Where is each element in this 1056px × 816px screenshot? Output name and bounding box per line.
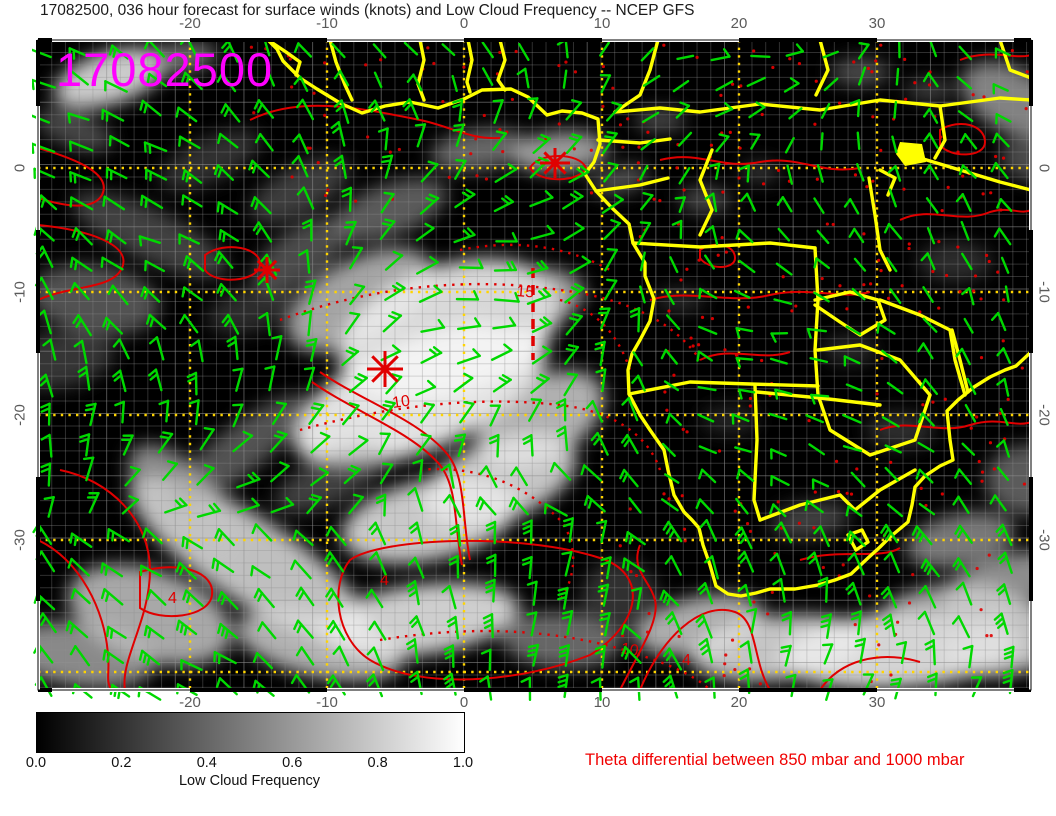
country-border	[465, 40, 474, 94]
contour-label: 10	[391, 393, 411, 412]
lon-tick-label-top: -10	[316, 15, 338, 32]
contour-label: 4	[380, 572, 389, 589]
colorbar-tick-label: 1.0	[452, 755, 474, 771]
lat-tick-label-left: -20	[11, 404, 29, 426]
lake-victoria	[896, 142, 926, 166]
lon-tick-label-top: -20	[179, 15, 201, 32]
country-border	[613, 96, 1031, 114]
africa-coastline	[266, 40, 1031, 598]
lon-tick-label-top: 20	[730, 15, 748, 32]
colorbar-tick-label: 0.6	[282, 755, 303, 771]
country-border	[758, 468, 917, 522]
theta-contour-layer	[38, 53, 1031, 690]
country-border	[631, 241, 817, 250]
contour-label: 4	[682, 652, 691, 669]
country-border	[950, 328, 970, 394]
theta-differential-caption: Theta differential between 850 mbar and …	[585, 751, 965, 769]
country-border	[816, 343, 932, 457]
colorbar-label: Low Cloud Frequency	[178, 773, 321, 789]
lon-tick-label-bottom: 10	[593, 694, 611, 711]
colorbar-tick-label: 0.2	[111, 755, 132, 771]
country-border	[867, 176, 892, 272]
country-border	[813, 246, 820, 397]
lon-tick-label-top: 0	[459, 15, 469, 32]
star-marker	[254, 257, 280, 283]
country-border	[918, 156, 1031, 192]
lon-tick-label-bottom: -10	[316, 694, 338, 711]
country-border	[613, 40, 660, 114]
map-frame	[36, 38, 1033, 692]
colorbar-gradient	[36, 712, 465, 753]
coastline-borders-layer	[266, 40, 1031, 598]
country-border	[266, 40, 302, 77]
lon-tick-label-bottom: 20	[730, 694, 748, 711]
lat-tick-label-right: -20	[1035, 404, 1053, 426]
country-border	[814, 40, 830, 97]
plot-title: 17082500, 036 hour forecast for surface …	[40, 2, 695, 19]
country-border	[933, 104, 947, 160]
country-border	[998, 40, 1031, 80]
lat-tick-label-right: 0	[1035, 163, 1053, 173]
star-markers	[254, 148, 570, 387]
wind-barbs-layer	[32, 40, 1015, 702]
lon-tick-label-bottom: 0	[459, 694, 469, 711]
contour-stipple-dots	[249, 43, 1029, 686]
country-border	[627, 380, 820, 396]
lat-tick-label-left: -10	[11, 281, 29, 303]
star-marker	[540, 148, 570, 178]
colorbar-tick-label: 0.8	[367, 755, 388, 771]
lat-tick-label-left: 0	[11, 163, 29, 173]
contour-label: 4	[168, 590, 177, 607]
lat-tick-label-right: -10	[1035, 281, 1053, 303]
star-marker	[367, 351, 403, 387]
country-border	[698, 148, 714, 237]
lon-tick-label-top: 10	[593, 15, 611, 32]
contour-label: 15	[516, 283, 535, 301]
country-border	[878, 298, 967, 397]
lat-tick-label-left: -30	[11, 529, 29, 551]
country-border	[496, 40, 507, 92]
country-border	[752, 384, 762, 522]
colorbar-tick-label: 0.4	[196, 755, 217, 771]
lat-tick-label-right: -30	[1035, 529, 1053, 551]
model-run-timestamp: 17082500	[56, 43, 274, 96]
theta-contour-dotted-layer	[279, 243, 711, 690]
lon-tick-label-bottom: -20	[179, 694, 201, 711]
country-border	[846, 528, 870, 552]
lon-tick-label-bottom: 30	[868, 694, 886, 711]
country-border	[594, 176, 670, 193]
country-border	[416, 40, 426, 102]
country-border	[813, 290, 887, 337]
colorbar-tick-label: 0.0	[25, 755, 47, 771]
lon-tick-label-top: 30	[868, 15, 886, 32]
